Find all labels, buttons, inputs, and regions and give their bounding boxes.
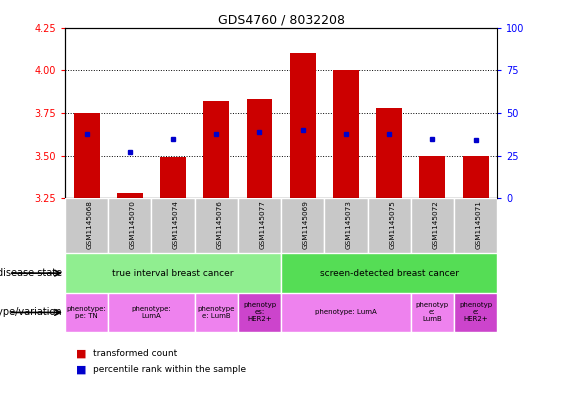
Text: transformed count: transformed count <box>93 349 177 358</box>
Bar <box>238 198 281 253</box>
Text: phenotyp
e:
HER2+: phenotyp e: HER2+ <box>459 303 492 322</box>
Text: GSM1145068: GSM1145068 <box>86 200 93 249</box>
Bar <box>281 253 497 293</box>
Bar <box>333 70 359 198</box>
Text: GSM1145073: GSM1145073 <box>346 200 352 249</box>
Bar <box>151 198 194 253</box>
Bar <box>194 293 238 332</box>
Text: ■: ■ <box>76 364 87 375</box>
Text: GSM1145077: GSM1145077 <box>259 200 266 249</box>
Bar <box>454 198 497 253</box>
Bar <box>65 253 281 293</box>
Text: GSM1145070: GSM1145070 <box>130 200 136 249</box>
Text: percentile rank within the sample: percentile rank within the sample <box>93 365 246 374</box>
Bar <box>376 108 402 198</box>
Text: GSM1145076: GSM1145076 <box>216 200 222 249</box>
Text: true interval breast cancer: true interval breast cancer <box>112 269 234 277</box>
Bar <box>65 198 108 253</box>
Text: phenotype
e: LumB: phenotype e: LumB <box>198 306 235 319</box>
Bar <box>246 99 272 198</box>
Bar <box>73 113 99 198</box>
Bar <box>463 156 489 198</box>
Text: GSM1145074: GSM1145074 <box>173 200 179 249</box>
Bar <box>367 198 411 253</box>
Text: phenotyp
es:
HER2+: phenotyp es: HER2+ <box>243 303 276 322</box>
Text: GSM1145071: GSM1145071 <box>476 200 481 249</box>
Bar <box>108 293 194 332</box>
Bar <box>324 198 368 253</box>
Text: phenotyp
e:
LumB: phenotyp e: LumB <box>416 303 449 322</box>
Text: GSM1145072: GSM1145072 <box>432 200 438 249</box>
Text: genotype/variation: genotype/variation <box>0 307 62 318</box>
Bar <box>411 293 454 332</box>
Text: phenotype:
pe: TN: phenotype: pe: TN <box>67 306 106 319</box>
Text: GSM1145075: GSM1145075 <box>389 200 395 249</box>
Bar <box>281 198 324 253</box>
Bar <box>290 53 316 198</box>
Text: phenotype: LumA: phenotype: LumA <box>315 309 377 316</box>
Bar <box>454 293 497 332</box>
Bar <box>65 293 108 332</box>
Bar <box>411 198 454 253</box>
Text: phenotype:
LumA: phenotype: LumA <box>132 306 171 319</box>
Bar <box>203 101 229 198</box>
Bar <box>117 193 143 198</box>
Title: GDS4760 / 8032208: GDS4760 / 8032208 <box>218 13 345 26</box>
Text: GSM1145069: GSM1145069 <box>303 200 308 249</box>
Text: screen-detected breast cancer: screen-detected breast cancer <box>320 269 459 277</box>
Bar <box>238 293 281 332</box>
Text: disease state: disease state <box>0 268 62 278</box>
Bar <box>160 158 186 198</box>
Bar <box>419 156 445 198</box>
Bar <box>108 198 151 253</box>
Bar <box>194 198 238 253</box>
Text: ■: ■ <box>76 349 87 359</box>
Bar <box>281 293 411 332</box>
